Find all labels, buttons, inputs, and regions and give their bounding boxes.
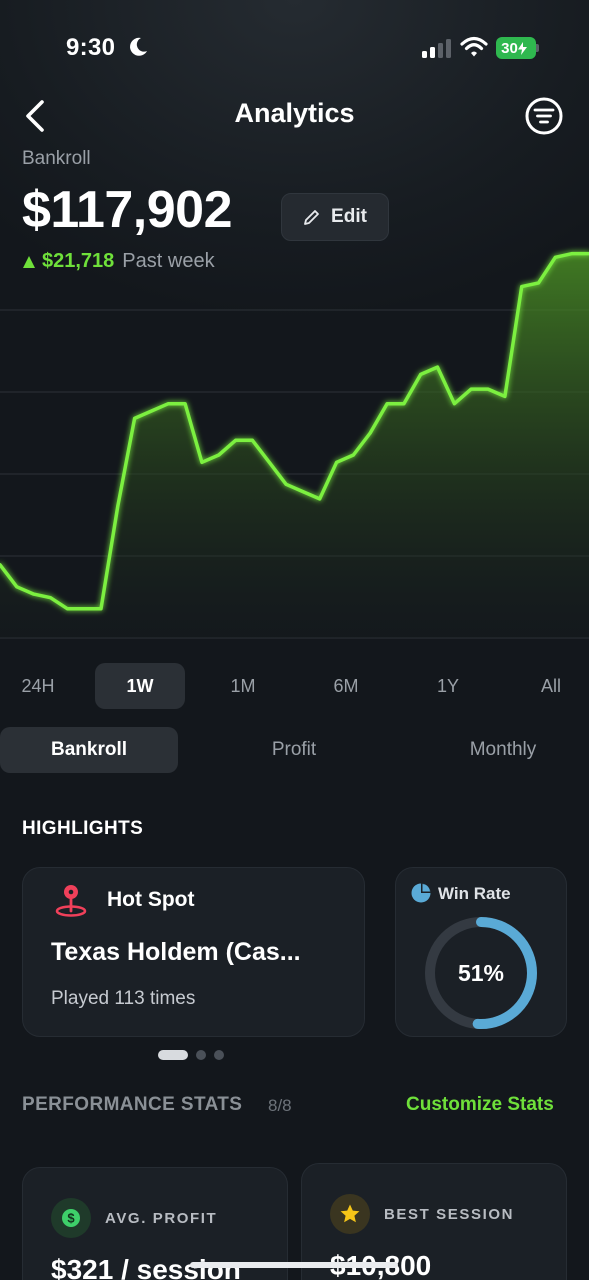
range-tab-6m[interactable]: 6M bbox=[333, 675, 359, 696]
highlights-title: HIGHLIGHTS bbox=[22, 818, 144, 839]
chart-line bbox=[0, 251, 589, 611]
chart-point bbox=[116, 504, 120, 508]
chart-point bbox=[183, 402, 187, 406]
bankroll-label: Bankroll bbox=[22, 148, 91, 169]
chart-point bbox=[537, 281, 541, 285]
bankroll-change: $21,718 Past week bbox=[22, 250, 215, 273]
battery-indicator: 30 bbox=[496, 37, 536, 59]
view-tab-profit[interactable]: Profit bbox=[271, 739, 317, 760]
chart-point bbox=[469, 387, 473, 391]
chart-point bbox=[419, 372, 423, 376]
svg-text:$: $ bbox=[67, 1211, 75, 1226]
chart-point bbox=[520, 285, 524, 289]
customize-stats-link[interactable]: Customize Stats bbox=[406, 1094, 554, 1115]
chart-point bbox=[351, 453, 355, 457]
performance-count: 8/8 bbox=[268, 1096, 292, 1115]
chart-point bbox=[385, 402, 389, 406]
wifi-icon bbox=[460, 36, 488, 57]
pencil-icon bbox=[304, 210, 319, 225]
status-time: 9:30 bbox=[66, 34, 116, 61]
chart-point bbox=[234, 438, 238, 442]
chart-point bbox=[250, 438, 254, 442]
pager-dot[interactable] bbox=[158, 1050, 188, 1060]
up-triangle-icon bbox=[23, 255, 35, 268]
bankroll-chart[interactable] bbox=[0, 220, 589, 640]
page-title: Analytics bbox=[234, 98, 355, 128]
hot-spot-card[interactable]: Hot Spot Texas Holdem (Cas... Played 113… bbox=[22, 867, 365, 1037]
chart-point bbox=[48, 596, 52, 600]
chart-point bbox=[335, 460, 339, 464]
win-rate-card[interactable]: Win Rate 51% bbox=[395, 867, 567, 1037]
chart-area bbox=[0, 253, 589, 638]
stat-card-avg-profit[interactable]: $ AVG. PROFIT $321 / session bbox=[22, 1167, 288, 1280]
dollar-icon: $ bbox=[51, 1198, 91, 1238]
range-tab-1y[interactable]: 1Y bbox=[436, 675, 460, 696]
edit-button-label: Edit bbox=[331, 206, 367, 227]
range-tab-1w[interactable]: 1W bbox=[95, 663, 185, 709]
highlights-pager bbox=[158, 1050, 224, 1060]
stat-label: BEST SESSION bbox=[384, 1206, 515, 1223]
win-rate-arc bbox=[425, 917, 537, 1029]
pager-dot[interactable] bbox=[214, 1050, 224, 1060]
pager-dot[interactable] bbox=[196, 1050, 206, 1060]
chart-point bbox=[284, 482, 288, 486]
view-tab-bankroll[interactable]: Bankroll bbox=[0, 727, 178, 773]
chart-point bbox=[15, 585, 19, 589]
bankroll-value: $117,902 bbox=[22, 181, 233, 239]
chart-point bbox=[65, 607, 69, 611]
win-rate-label: Win Rate bbox=[438, 884, 511, 903]
chart-point bbox=[452, 402, 456, 406]
view-tab-monthly[interactable]: Monthly bbox=[469, 739, 537, 760]
chart-point bbox=[82, 607, 86, 611]
change-amount: $21,718 bbox=[42, 250, 115, 272]
chart-point bbox=[503, 394, 507, 398]
chart-point bbox=[436, 365, 440, 369]
hot-spot-title: Hot Spot bbox=[107, 888, 195, 911]
chart-point bbox=[149, 409, 153, 413]
range-tab-1m[interactable]: 1M bbox=[230, 675, 256, 696]
range-tab-24h[interactable]: 24H bbox=[21, 675, 55, 696]
range-tabs: 24H 1W 1M 6M 1Y All bbox=[0, 663, 589, 709]
map-pin-icon bbox=[55, 885, 87, 917]
edit-button[interactable]: Edit bbox=[281, 193, 389, 241]
chart-point bbox=[99, 607, 103, 611]
change-period: Past week bbox=[122, 250, 215, 272]
battery-cap bbox=[536, 44, 539, 52]
pie-chart-icon bbox=[411, 883, 431, 903]
win-rate-value: 51% bbox=[457, 959, 505, 986]
chart-point bbox=[166, 402, 170, 406]
chart-point bbox=[318, 497, 322, 501]
battery-level: 30 bbox=[501, 39, 518, 57]
chart-point bbox=[217, 453, 221, 457]
chart-point bbox=[301, 490, 305, 494]
win-rate-ring bbox=[425, 917, 537, 1029]
chart-point bbox=[553, 255, 557, 259]
filter-icon[interactable] bbox=[524, 96, 564, 136]
chart-point bbox=[402, 402, 406, 406]
hot-spot-subtitle: Played 113 times bbox=[51, 988, 196, 1009]
star-icon bbox=[330, 1194, 370, 1234]
chart-point bbox=[368, 431, 372, 435]
performance-title: PERFORMANCE STATS bbox=[22, 1094, 243, 1115]
hot-spot-game: Texas Holdem (Cas... bbox=[51, 938, 301, 966]
stat-card-best-session[interactable]: BEST SESSION $10,800 bbox=[301, 1163, 567, 1280]
chart-point bbox=[0, 563, 2, 567]
stat-label: AVG. PROFIT bbox=[105, 1210, 218, 1227]
chart-point bbox=[32, 592, 36, 596]
range-tab-all[interactable]: All bbox=[540, 675, 561, 696]
chart-point bbox=[200, 460, 204, 464]
back-chevron-icon[interactable] bbox=[18, 96, 54, 136]
cellular-signal-icon bbox=[422, 39, 451, 58]
chart-point bbox=[133, 416, 137, 420]
chart-point bbox=[267, 460, 271, 464]
moon-icon bbox=[130, 37, 147, 56]
home-indicator bbox=[190, 1262, 398, 1268]
charging-bolt-icon bbox=[517, 41, 527, 55]
chart-point bbox=[486, 387, 490, 391]
chart-point bbox=[570, 252, 574, 256]
